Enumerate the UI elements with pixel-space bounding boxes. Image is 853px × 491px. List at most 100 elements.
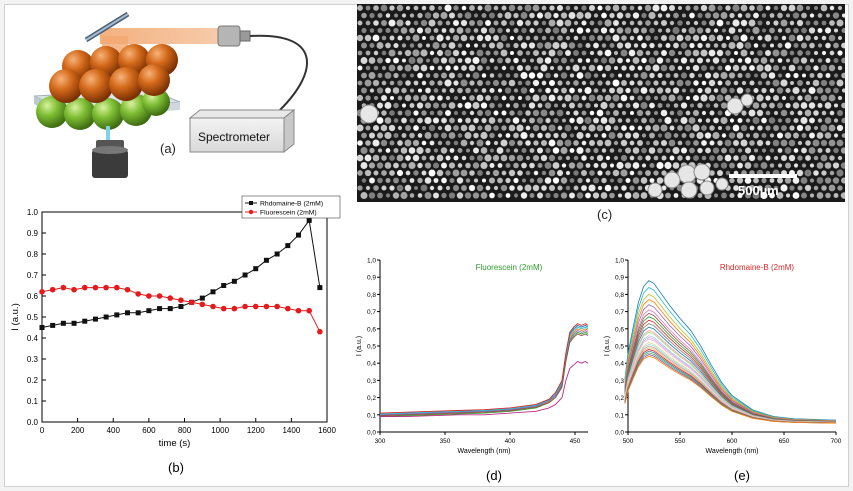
lattice-dot [725,20,731,26]
lattice-dot [784,42,792,49]
x-tick-label: 1400 [282,426,300,435]
lattice-dot [609,192,615,199]
lattice-dot [517,110,523,116]
light-beam-horizontal [100,28,220,44]
lattice-dot [557,35,563,41]
lattice-dot [445,20,451,26]
lattice-dot [761,117,767,124]
lattice-dot [720,162,728,169]
lattice-dot [685,80,691,86]
lattice-dot [445,35,451,41]
lattice-dot [689,132,695,139]
lattice-dot [673,118,679,123]
lattice-dot [649,87,655,94]
lattice-dot [792,12,800,19]
lattice-dot [633,43,639,48]
lattice-dot [753,43,759,48]
lattice-dot [485,65,491,71]
lattice-dot [429,50,435,56]
lattice-dot [532,109,540,117]
lattice-dot [685,95,691,101]
lattice-dot [708,4,716,12]
lattice-dot [617,102,623,109]
lattice-dot [601,177,607,184]
lattice-dot [829,170,835,176]
lattice-dot [649,27,655,34]
lattice-dot [581,140,587,146]
lattice-dot [385,177,391,184]
lattice-dot [421,110,427,116]
lattice-dot [452,49,460,57]
lattice-dot [540,64,548,72]
lattice-dot [653,35,659,41]
lattice-dot [837,110,843,116]
lattice-dot [581,80,587,86]
lattice-dot [429,95,435,101]
lattice-dot [401,13,407,18]
x-tick-label: 350 [440,438,451,445]
lattice-dot [501,110,507,116]
lattice-dot [673,12,679,19]
lattice-dot [429,110,435,116]
lattice-dot [793,117,799,124]
lattice-dot [773,110,779,116]
lattice-dot [509,65,515,71]
lattice-dot [513,162,519,169]
lattice-dot [541,35,547,41]
lattice-dot [532,94,540,102]
lattice-dot [737,148,743,153]
lattice-dot [380,4,388,12]
x-tick-label: 500 [623,438,634,445]
lattice-dot [388,64,396,72]
lattice-dot [833,133,839,138]
lattice-dot [388,49,396,57]
lattice-dot [484,109,492,117]
lattice-dot [692,109,700,117]
lattice-dot [809,73,815,78]
lattice-dot [684,49,692,57]
lattice-dot [393,27,399,34]
lattice-dot [616,161,624,170]
x-tick-label: 300 [375,438,386,445]
lattice-dot [769,27,775,34]
lattice-dot [477,80,483,86]
lattice-dot [437,5,443,11]
lattice-dot [372,139,380,147]
lattice-dot [485,170,491,176]
lattice-dot [585,58,591,63]
lattice-dot [773,155,779,161]
y-tick-label: 0.3 [27,355,39,364]
lattice-dot [737,58,743,63]
lattice-dot [581,125,587,131]
lattice-dot [605,5,611,11]
lattice-dot [837,95,843,101]
lattice-dot [552,27,560,34]
microsphere-lattice [357,4,845,200]
y-tick-label: 0.2 [27,376,39,385]
lattice-dot [576,11,584,20]
spectrum-line [624,280,837,421]
lattice-dot [600,117,608,124]
lattice-dot [761,102,767,109]
lattice-dot [621,5,627,11]
lattice-dot [816,192,824,199]
lattice-dot [497,118,503,123]
lattice-dot [701,110,707,116]
lattice-dot [800,116,808,125]
y-tick-label: 0,3 [615,378,624,385]
lattice-dot [489,58,495,63]
lattice-dot [381,80,387,86]
lattice-dot [744,147,752,154]
panel-a-schematic: Spectrometer (a) [33,11,308,178]
lattice-dot [656,177,664,184]
lattice-dot [813,5,819,11]
lattice-dot [788,4,796,12]
lattice-dot [621,110,627,116]
data-point-rhodamine [178,304,184,309]
lattice-dot [469,50,475,56]
lattice-dot [585,163,591,168]
lattice-dot [417,43,423,48]
lattice-dot [373,50,379,56]
lattice-dot [593,13,599,18]
lattice-dot [613,20,619,26]
